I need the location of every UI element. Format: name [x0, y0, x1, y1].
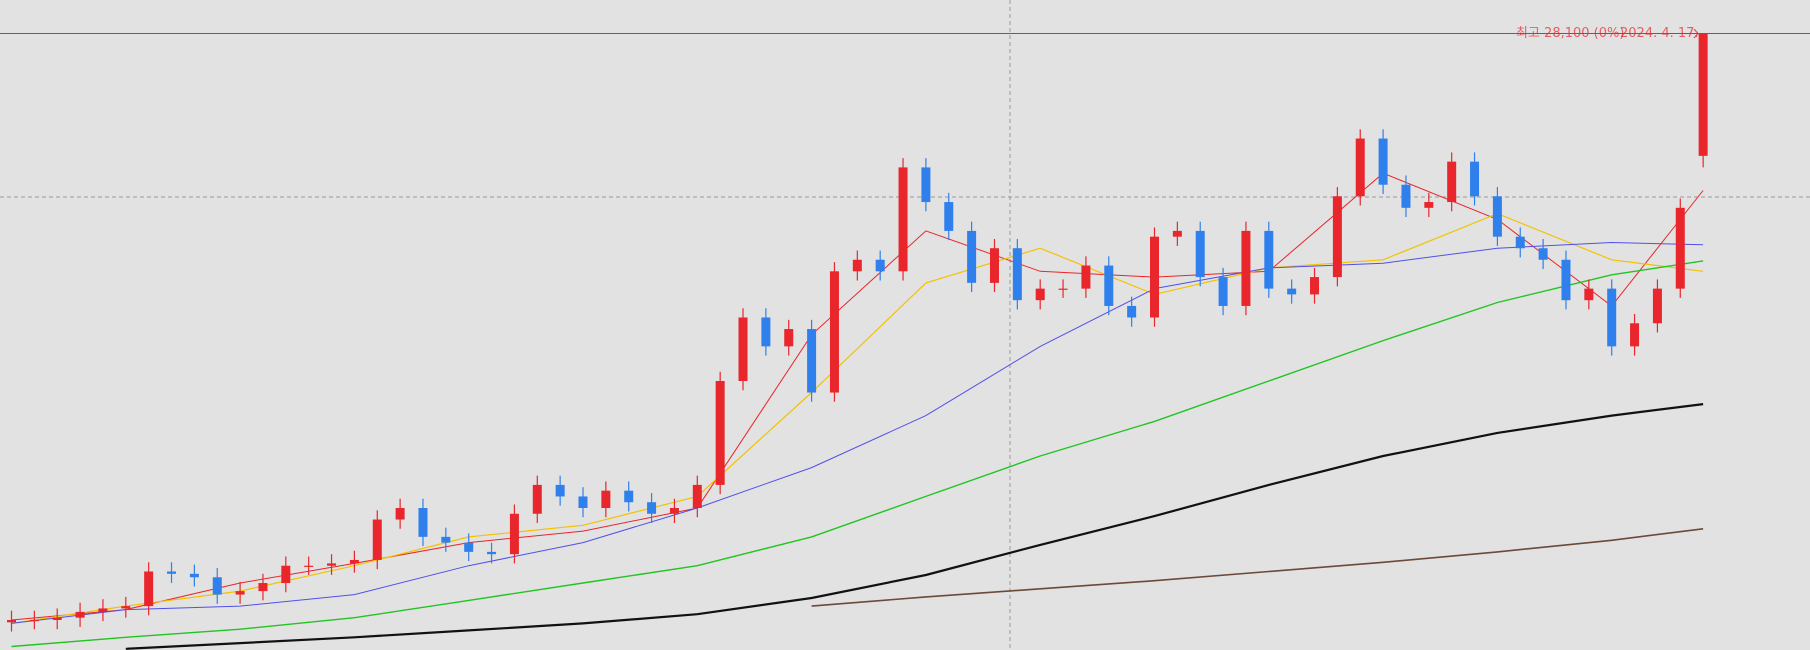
candle-body [647, 502, 657, 514]
candle-body [1447, 161, 1457, 203]
candle-body [1538, 248, 1548, 260]
candle-body [75, 611, 85, 618]
candle-body [669, 507, 679, 514]
moving-average-line [11, 260, 1704, 648]
candle-body [1035, 288, 1045, 301]
candle-body [1401, 184, 1411, 208]
candle-body [989, 248, 999, 283]
candle-body [1104, 265, 1114, 306]
candle-body [1698, 33, 1708, 156]
candle-body [509, 513, 519, 555]
candle-body [1675, 207, 1685, 289]
candle-body [1607, 288, 1617, 347]
high-label: 최고 28,100 (0%) [1516, 26, 1624, 41]
plot [0, 32, 1810, 650]
candle-body [1310, 277, 1320, 295]
candle-body [715, 380, 725, 485]
candle-body [349, 559, 359, 564]
candle-body [784, 329, 794, 347]
moving-average-line [11, 241, 1704, 624]
candle-body [1127, 305, 1137, 318]
candle-body [98, 608, 108, 612]
candle-body [1470, 161, 1480, 197]
candle-body [761, 317, 771, 347]
candle-body [1218, 277, 1228, 306]
moving-average-line [811, 528, 1704, 607]
candle-body [1561, 259, 1571, 301]
candle-body [601, 490, 611, 508]
candle-body [898, 167, 908, 272]
candle-body [1012, 248, 1022, 301]
candle-body [7, 619, 16, 623]
candle-body [829, 271, 839, 393]
candle-body [1332, 196, 1342, 278]
candle-body [121, 606, 131, 609]
moving-average-line [11, 212, 1704, 624]
candle-body [921, 167, 931, 203]
candle-body [167, 571, 177, 574]
candle-body [327, 563, 337, 566]
candle-body [1241, 230, 1251, 306]
candle-body [1492, 196, 1502, 237]
candle-body [555, 484, 565, 497]
candle-body [304, 565, 314, 567]
candle-body [281, 565, 291, 584]
candle-body [372, 519, 382, 560]
candle-body [418, 507, 428, 537]
candle-body [1630, 323, 1640, 347]
candle-body [1172, 230, 1182, 237]
candle-body [738, 317, 748, 381]
candle-body [212, 577, 222, 595]
candle-body [395, 507, 405, 520]
candle-body [1355, 138, 1365, 197]
candle-body [967, 230, 977, 283]
moving-average-line [125, 403, 1704, 650]
candle-body [29, 619, 39, 622]
candle-body [52, 617, 62, 620]
arrow-icon[interactable] [1693, 28, 1699, 39]
candle-body [258, 583, 268, 592]
candle-body [1058, 288, 1068, 290]
candle-body [1515, 236, 1525, 249]
candle-body [464, 542, 474, 552]
candle-body [1081, 265, 1091, 289]
candle-body [692, 484, 702, 508]
candle-body [144, 571, 154, 607]
candle-body [189, 573, 199, 578]
candle-body [875, 259, 885, 272]
candle-body [532, 484, 542, 514]
candle-body [807, 329, 817, 393]
high-date: 2024. 4. 17. [1620, 26, 1699, 41]
candle-body [1195, 230, 1205, 278]
candle-body [1287, 288, 1297, 295]
candle-body [441, 536, 451, 543]
candle-body [578, 496, 588, 508]
moving-average-line [11, 172, 1704, 621]
candle-body [1652, 288, 1662, 324]
candle-body [624, 490, 634, 503]
candle-body [1424, 202, 1434, 208]
candle-body [852, 259, 862, 272]
candle-body [1264, 230, 1274, 289]
candle-body [235, 591, 245, 595]
candle-body [1150, 236, 1159, 318]
candle-body [487, 551, 497, 555]
candle-body [944, 202, 954, 231]
candle-body [1378, 138, 1388, 185]
candle-body [1584, 288, 1594, 301]
